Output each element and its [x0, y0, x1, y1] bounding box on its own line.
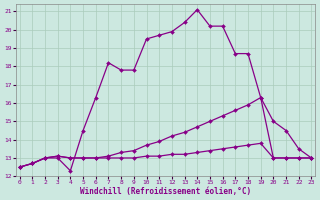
- X-axis label: Windchill (Refroidissement éolien,°C): Windchill (Refroidissement éolien,°C): [80, 187, 251, 196]
